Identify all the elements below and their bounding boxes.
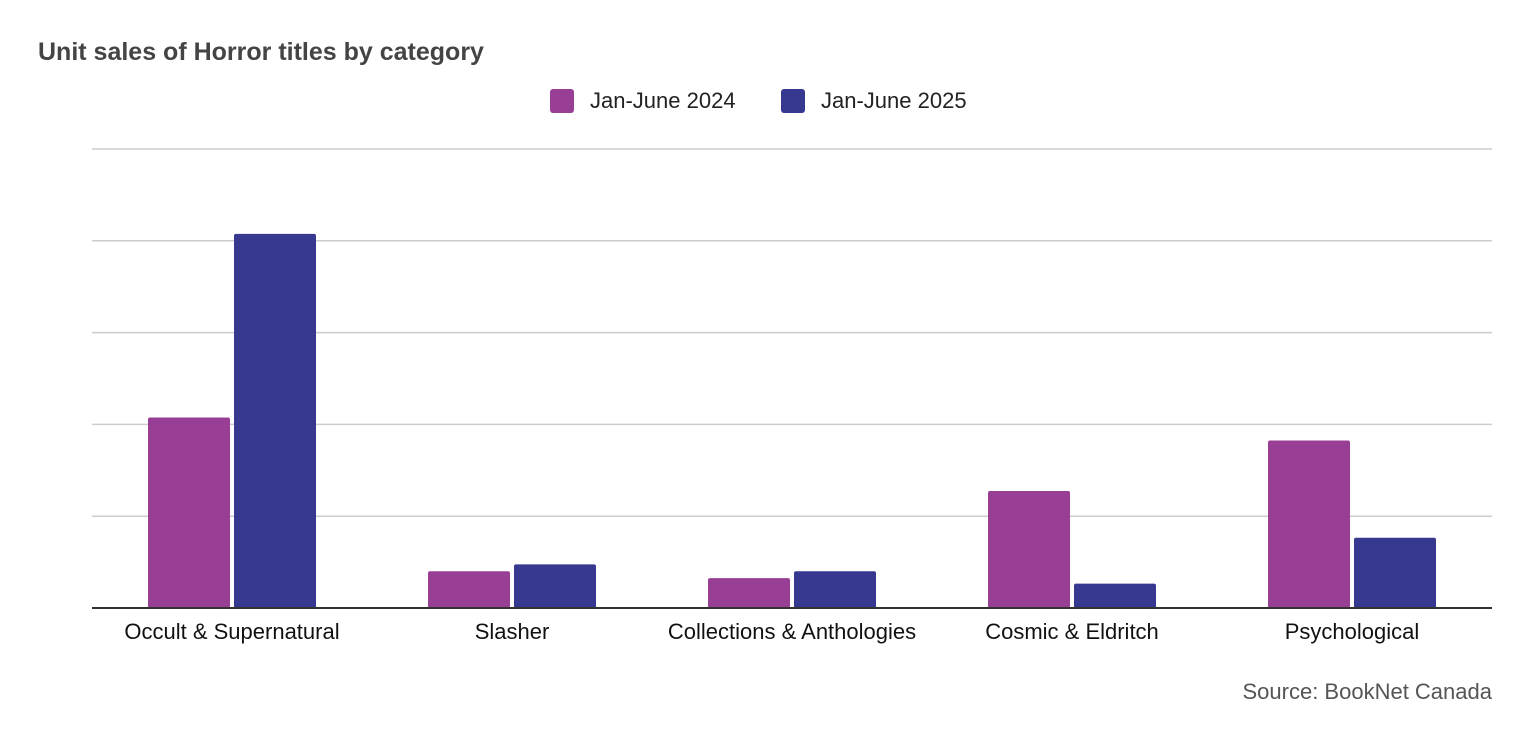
legend-item-2025[interactable]: Jan-June 2025 [781, 88, 967, 113]
gridlines [92, 148, 1492, 517]
chart-title: Unit sales of Horror titles by category [38, 38, 484, 66]
x-tick-occult-supernatural: Occult & Supernatural [124, 619, 339, 644]
legend-swatch-2024 [550, 89, 574, 113]
legend-label-2025: Jan-June 2025 [821, 88, 967, 113]
legend-item-2024[interactable]: Jan-June 2024 [550, 88, 736, 113]
legend-swatch-2025 [781, 89, 805, 113]
source-note: Source: BookNet Canada [1243, 679, 1493, 704]
x-tick-psychological: Psychological [1285, 619, 1420, 644]
legend-label-2024: Jan-June 2024 [590, 88, 736, 113]
x-tick-collections-anthologies: Collections & Anthologies [668, 619, 916, 644]
bar-collections-anthologies-2024[interactable] [708, 578, 790, 608]
x-tick-slasher: Slasher [475, 619, 550, 644]
bars [148, 233, 1436, 609]
bar-occult-supernatural-2024[interactable] [148, 417, 230, 608]
bar-cosmic-eldritch-2024[interactable] [988, 490, 1070, 608]
bar-collections-anthologies-2025[interactable] [794, 571, 876, 608]
bar-slasher-2025[interactable] [514, 564, 596, 608]
bar-occult-supernatural-2025[interactable] [234, 233, 316, 609]
bar-cosmic-eldritch-2025[interactable] [1074, 583, 1156, 608]
bar-psychological-2025[interactable] [1354, 537, 1436, 608]
legend: Jan-June 2024 Jan-June 2025 [550, 88, 967, 113]
x-tick-cosmic-eldritch: Cosmic & Eldritch [985, 619, 1159, 644]
bar-slasher-2024[interactable] [428, 571, 510, 608]
bar-psychological-2024[interactable] [1268, 440, 1350, 608]
x-tick-labels: Occult & Supernatural Slasher Collection… [124, 619, 1419, 644]
